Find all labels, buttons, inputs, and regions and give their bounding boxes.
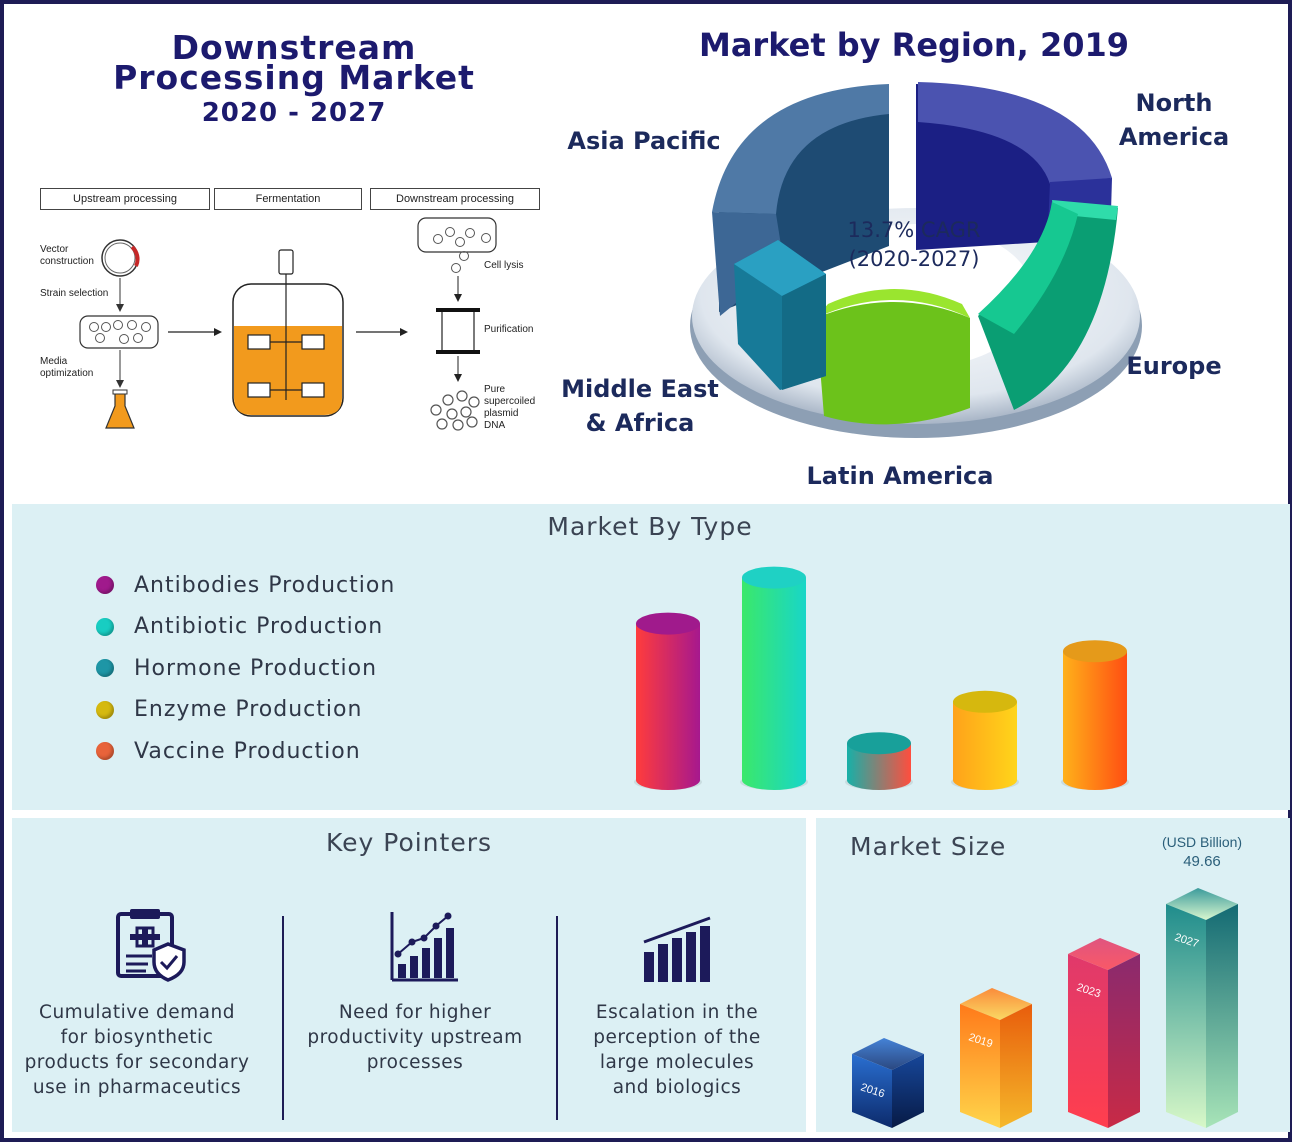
region-donut-chart <box>690 82 1142 438</box>
market-size-bar: 2027 <box>1166 888 1238 1128</box>
type-bar-top <box>742 566 806 589</box>
legend-label: Vaccine Production <box>134 738 361 764</box>
donut-segment-europe <box>978 200 1118 410</box>
market-size-bar: 2019 <box>960 988 1032 1128</box>
type-bar-body <box>1063 651 1127 790</box>
strain-plate-icon <box>79 315 159 349</box>
fermenter-tank-icon <box>232 249 344 417</box>
region-label-europe: Europe <box>1126 352 1222 380</box>
market-size-bar-front <box>852 1054 892 1128</box>
market-size-bar-side <box>892 1054 924 1128</box>
vector-construction-label: Vector construction <box>40 244 94 267</box>
key-pointer-3-text: Escalation in the perception of the large… <box>593 1002 761 1098</box>
market-size-chart: 2016 2019 2023 2027 <box>852 888 1238 1128</box>
legend-swatch <box>96 617 114 636</box>
region-label-north-america: North America <box>1118 89 1230 151</box>
process-diagram <box>79 217 497 431</box>
key-pointer-divider <box>282 916 284 1120</box>
donut-segment-mea <box>734 240 826 390</box>
type-bar-top <box>847 732 911 755</box>
legend-swatch <box>96 659 114 677</box>
page-title-line1: Downstream <box>171 28 417 67</box>
legend-label: Hormone Production <box>134 655 378 681</box>
region-label-latin-america: Latin America <box>806 462 994 490</box>
type-bar <box>1061 640 1129 790</box>
market-size-bar-side <box>1108 954 1140 1128</box>
legend-swatch <box>96 576 114 594</box>
market-size-2027-value: 49.66 <box>1183 853 1221 870</box>
donut-segment-latin-america <box>816 289 970 425</box>
market-size-bar-top <box>852 1038 924 1070</box>
market-size-bar-top <box>1068 938 1140 970</box>
market-size-bar-top <box>1166 888 1238 920</box>
type-bar <box>951 690 1019 790</box>
legend-item: Hormone Production <box>96 653 377 683</box>
purification-label: Purification <box>484 324 534 335</box>
type-bar-body <box>953 701 1017 790</box>
type-bar-body <box>636 623 700 790</box>
market-by-type-title: Market By Type <box>547 512 753 541</box>
media-optimization-label: Media optimization <box>40 356 94 379</box>
clipboard-shield-icon <box>116 909 186 982</box>
stage-fermentation-label: Fermentation <box>214 188 362 210</box>
type-bar-top <box>1063 640 1127 663</box>
legend-swatch <box>96 742 114 760</box>
strain-selection-label: Strain selection <box>40 288 109 299</box>
type-bar-body <box>847 743 911 790</box>
legend-label: Enzyme Production <box>134 697 363 722</box>
plasmid-dna-label: Pure supercoiled plasmid DNA <box>484 384 536 431</box>
plasmid-dna-icon <box>430 390 480 431</box>
market-size-bar-front <box>1068 954 1108 1128</box>
legend-item: Enzyme Production <box>96 695 362 725</box>
region-label-asia-pacific: Asia Pacific <box>567 127 721 155</box>
type-bar <box>845 732 913 790</box>
stage-downstream-label: Downstream processing <box>370 188 540 210</box>
market-size-unit-label: (USD Billion) <box>1161 834 1243 850</box>
page-title-line2: Processing Market <box>113 58 475 97</box>
type-bar-top <box>953 690 1017 713</box>
plasmid-vector-icon <box>101 239 140 277</box>
market-size-title: Market Size <box>850 832 1007 861</box>
legend-label: Antibodies Production <box>134 572 396 598</box>
growth-chart-icon <box>390 912 458 982</box>
market-size-bar-front <box>1166 904 1206 1128</box>
legend-item: Antibiotic Production <box>96 612 383 642</box>
legend-label: Antibiotic Production <box>134 614 384 639</box>
type-bar <box>740 566 808 790</box>
market-size-bar-side <box>1000 1004 1032 1128</box>
type-bar-top <box>636 612 700 635</box>
market-size-bar-top <box>960 988 1032 1020</box>
key-pointer-divider <box>556 916 558 1120</box>
flask-icon <box>105 389 135 429</box>
key-pointer-2-text: Need for higher productivity upstream pro… <box>307 1002 523 1073</box>
key-pointer-1-text: Cumulative demand for biosynthetic produc… <box>24 1002 250 1098</box>
legend-item: Antibodies Production <box>96 570 395 600</box>
market-size-bar-front <box>960 1004 1000 1128</box>
bar-chart-icon <box>643 916 711 982</box>
market-size-bar: 2016 <box>852 1038 924 1128</box>
cagr-label: 13.7% CAGR (2020-2027) <box>847 218 981 271</box>
key-pointers-title: Key Pointers <box>325 828 493 857</box>
cell-lysis-label: Cell lysis <box>484 260 524 271</box>
type-bar-body <box>742 577 806 790</box>
region-chart-title: Market by Region, 2019 <box>698 26 1130 64</box>
stage-upstream-label: Upstream processing <box>40 188 210 210</box>
purification-column-icon <box>436 308 480 354</box>
legend-item: Vaccine Production <box>96 736 361 766</box>
page-title-years: 2020 - 2027 <box>201 98 387 128</box>
market-by-type-chart <box>634 566 1129 790</box>
legend-swatch <box>96 700 114 719</box>
region-label-mea: Middle East & Africa <box>561 375 719 437</box>
market-size-bar: 2023 <box>1068 938 1140 1128</box>
cell-lysis-icon <box>417 217 497 273</box>
market-size-bar-side <box>1206 904 1238 1128</box>
type-bar <box>634 612 702 790</box>
